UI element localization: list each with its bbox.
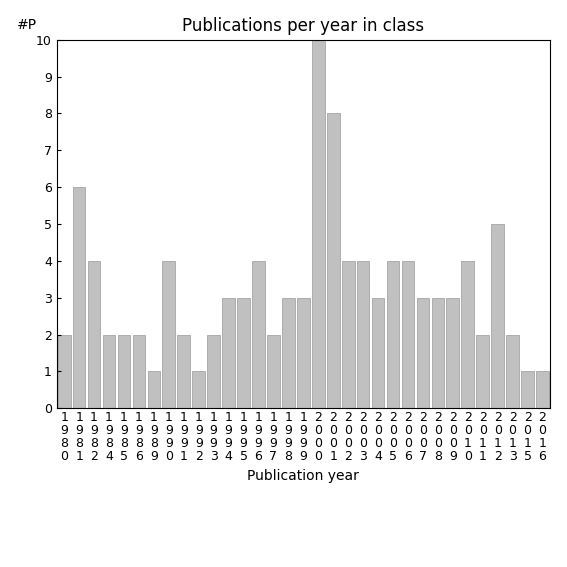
Bar xyxy=(58,335,70,408)
Bar xyxy=(222,298,235,408)
Bar xyxy=(536,371,549,408)
Bar xyxy=(342,261,354,408)
Bar xyxy=(462,261,474,408)
Bar xyxy=(476,335,489,408)
Title: Publications per year in class: Publications per year in class xyxy=(182,18,425,35)
X-axis label: Publication year: Publication year xyxy=(247,468,359,483)
Bar xyxy=(417,298,429,408)
Bar xyxy=(252,261,265,408)
Bar xyxy=(147,371,160,408)
Bar xyxy=(267,335,280,408)
Bar xyxy=(117,335,130,408)
Bar xyxy=(506,335,519,408)
Bar xyxy=(446,298,459,408)
Bar xyxy=(387,261,399,408)
Bar xyxy=(297,298,310,408)
Bar xyxy=(327,113,340,408)
Bar xyxy=(88,261,100,408)
Y-axis label: #P: #P xyxy=(17,18,37,32)
Bar xyxy=(312,40,325,408)
Bar xyxy=(401,261,414,408)
Bar xyxy=(492,224,504,408)
Bar xyxy=(177,335,190,408)
Bar xyxy=(103,335,115,408)
Bar xyxy=(73,187,86,408)
Bar xyxy=(357,261,370,408)
Bar xyxy=(237,298,250,408)
Bar xyxy=(431,298,444,408)
Bar xyxy=(521,371,534,408)
Bar xyxy=(282,298,295,408)
Bar xyxy=(133,335,145,408)
Bar xyxy=(208,335,220,408)
Bar xyxy=(192,371,205,408)
Bar xyxy=(372,298,384,408)
Bar xyxy=(163,261,175,408)
